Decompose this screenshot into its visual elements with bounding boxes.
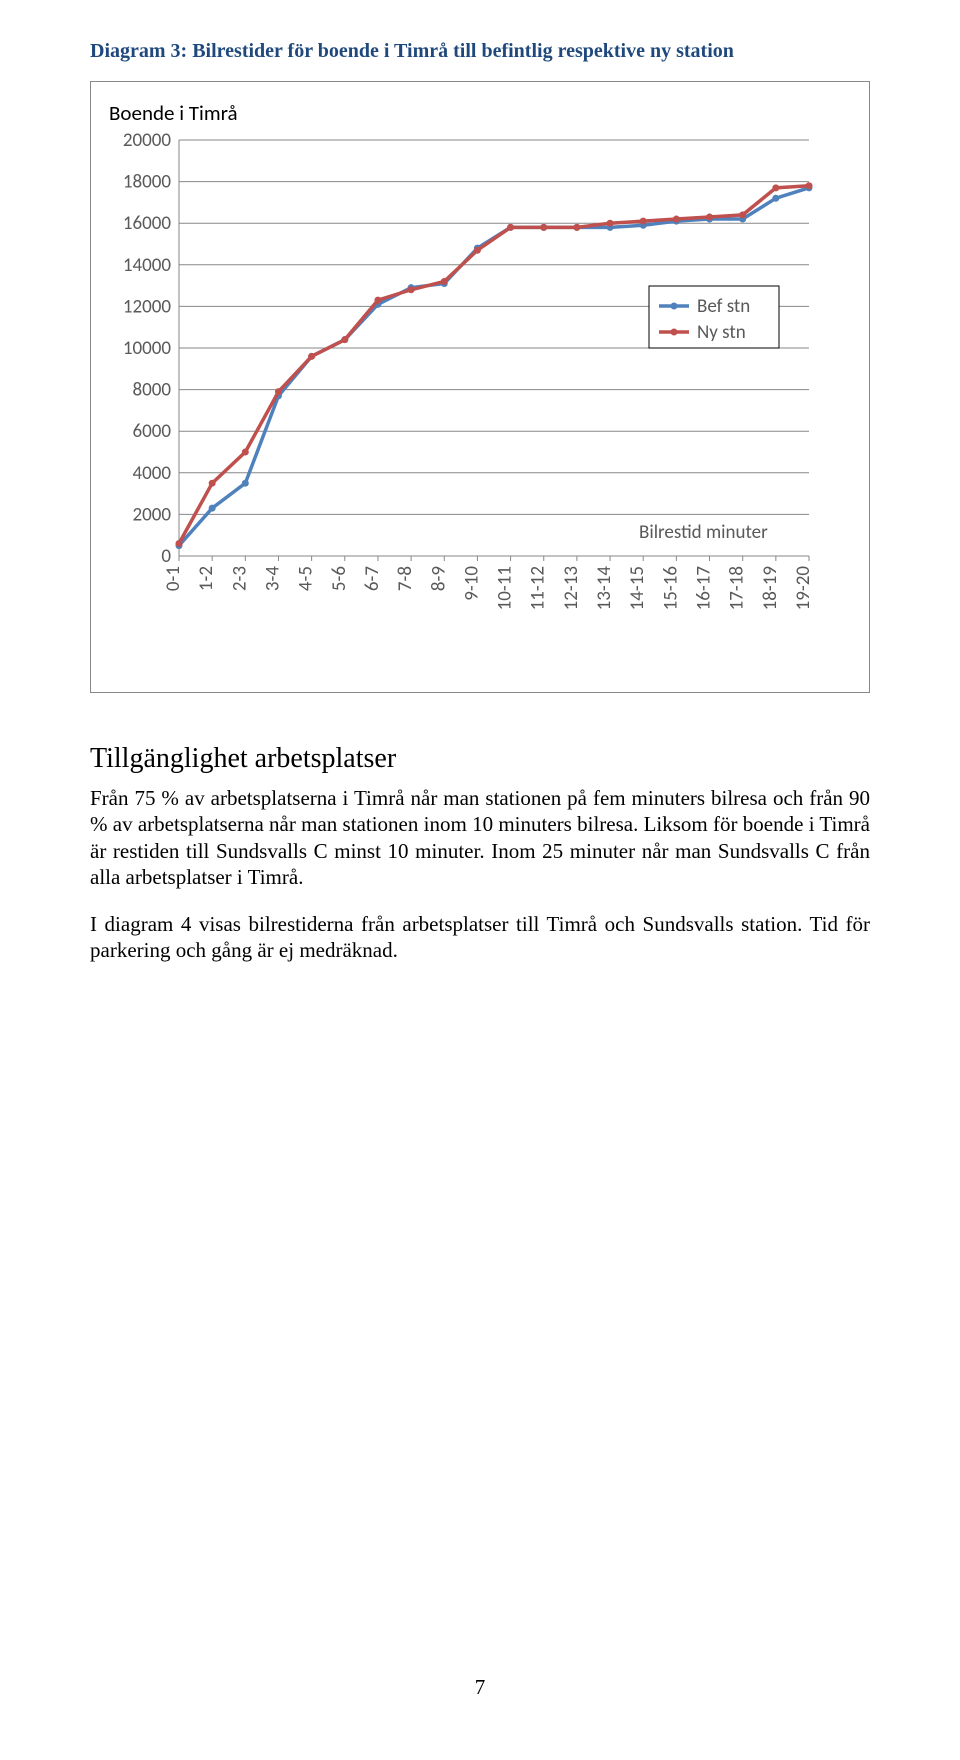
svg-text:20000: 20000 (123, 129, 172, 152)
svg-text:7-8: 7-8 (394, 566, 417, 591)
svg-text:16000: 16000 (123, 212, 172, 235)
svg-text:6000: 6000 (132, 420, 171, 443)
svg-text:19-20: 19-20 (792, 566, 815, 611)
page-number: 7 (0, 1675, 960, 1700)
svg-text:2-3: 2-3 (228, 566, 251, 591)
svg-text:0: 0 (161, 545, 171, 568)
svg-text:10000: 10000 (123, 337, 172, 360)
svg-text:8000: 8000 (132, 379, 171, 402)
svg-text:2000: 2000 (132, 503, 171, 526)
svg-text:12000: 12000 (123, 295, 172, 318)
svg-text:18-19: 18-19 (759, 566, 782, 610)
svg-text:Bilrestid minuter: Bilrestid minuter (639, 521, 768, 544)
svg-text:5-6: 5-6 (328, 566, 351, 591)
line-chart: 0 2000 4000 6000 8000 10000 12000 14000 16000 180… (109, 126, 821, 686)
svg-text:Bef stn: Bef stn (697, 295, 750, 318)
svg-text:10-11: 10-11 (494, 566, 517, 610)
svg-text:1-2: 1-2 (195, 566, 218, 591)
svg-text:14-15: 14-15 (626, 566, 649, 610)
svg-text:13-14: 13-14 (593, 566, 616, 611)
svg-text:18000: 18000 (123, 171, 172, 194)
paragraph-1: Från 75 % av arbetsplatserna i Timrå når… (90, 785, 870, 890)
chart-container: Boende i Timrå 0 2000 4000 6000 8000 10000 120… (90, 81, 870, 693)
svg-text:3-4: 3-4 (261, 566, 284, 591)
svg-text:17-18: 17-18 (726, 566, 749, 610)
svg-text:0-1: 0-1 (162, 566, 185, 591)
figure-caption: Diagram 3: Bilrestider för boende i Timr… (90, 40, 870, 63)
chart-title: Boende i Timrå (109, 100, 851, 126)
paragraph-2: I diagram 4 visas bilrestiderna från arb… (90, 911, 870, 964)
svg-text:9-10: 9-10 (460, 566, 483, 601)
svg-text:4-5: 4-5 (295, 566, 318, 591)
svg-text:15-16: 15-16 (659, 566, 682, 610)
svg-text:16-17: 16-17 (693, 566, 716, 611)
svg-text:Ny stn: Ny stn (697, 321, 746, 344)
svg-text:6-7: 6-7 (361, 566, 384, 591)
svg-text:12-13: 12-13 (560, 566, 583, 610)
svg-text:11-12: 11-12 (527, 566, 550, 610)
section-heading: Tillgänglighet arbetsplatser (90, 743, 870, 775)
svg-text:4000: 4000 (132, 462, 171, 485)
svg-text:8-9: 8-9 (427, 566, 450, 591)
svg-text:14000: 14000 (123, 254, 172, 277)
